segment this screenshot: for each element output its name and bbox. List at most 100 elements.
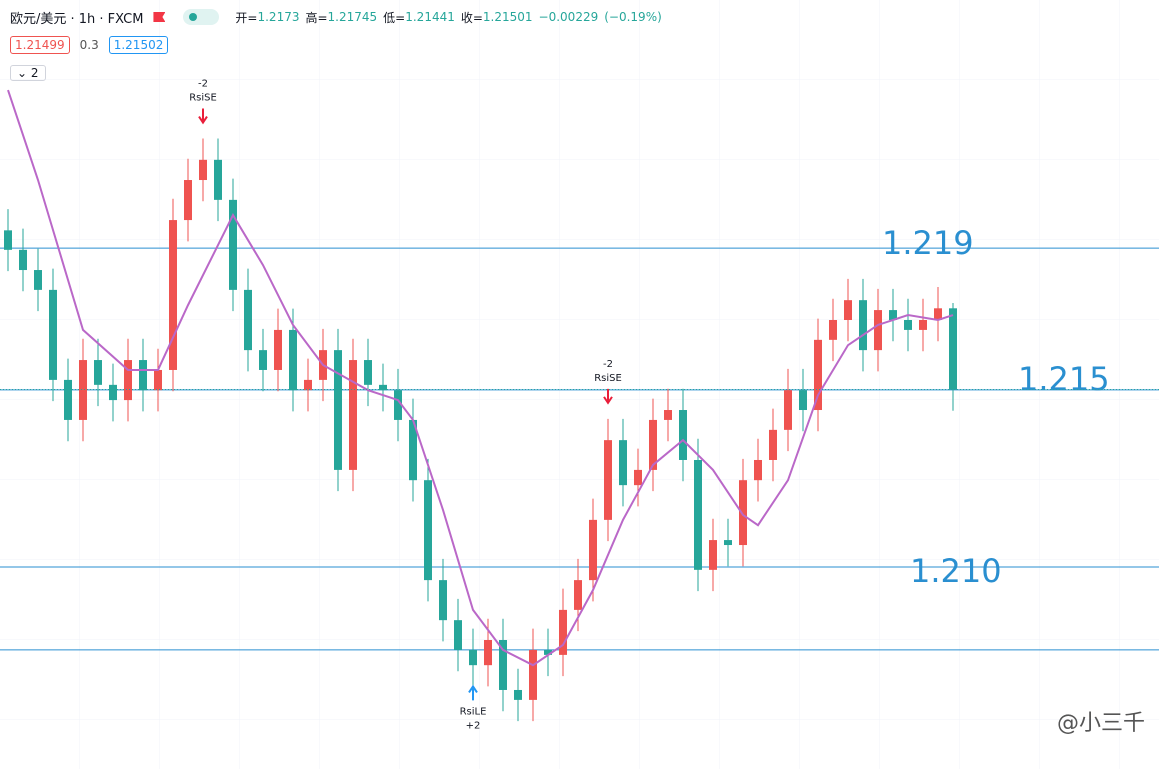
change: −0.00229 [538,10,599,24]
candle-body [109,384,117,401]
candle-body [199,159,207,181]
open-value: 1.2173 [257,10,300,24]
candle-body [304,379,312,391]
indicator-row: ⌄ 2 [10,63,668,83]
candle-body [469,649,477,666]
candle-body [154,369,162,391]
candle-body [949,308,957,390]
moving-average [7,89,954,667]
candle-body [259,350,267,370]
candle-body [484,640,492,666]
bid[interactable]: 1.21499 [10,36,70,54]
signal-qty: +2 [466,720,481,731]
candle-body [604,440,612,520]
candle-body [904,320,912,330]
change-pct: (−0.19%) [604,10,662,24]
symbol[interactable]: 欧元/美元 · 1h · FXCM [10,11,144,27]
candle-body [499,640,507,690]
signal-arrow [468,684,478,701]
candle-body [364,360,372,385]
candle-body [919,320,927,330]
candle-body [64,379,72,420]
candle-body [334,350,342,470]
candle-body [49,289,57,380]
signal-arrow [603,388,613,405]
ohlc-row: 欧元/美元 · 1h · FXCM 开= 1.2173 高= 1.21745 低= 1… [10,7,668,27]
signal-name: RsiSE [594,373,622,384]
candle-body [829,320,837,340]
low-label: 低= [383,10,406,25]
open-label: 开= [235,10,258,25]
candle-body [769,429,777,460]
indicator-count: 2 [30,66,39,80]
candle-body [409,419,417,481]
candle-body [229,199,237,290]
candle-body [34,270,42,290]
candle-body [4,230,12,250]
candle-body [874,310,882,351]
candle-body [544,649,552,655]
spread: 0.3 [79,38,99,52]
candle-body [679,410,687,460]
signal-name: RsiSE [189,93,217,104]
candle-body [844,300,852,321]
candle-body [574,580,582,610]
candle-body [814,339,822,411]
candle-body [589,519,597,581]
candle-body [934,308,942,321]
close-value: 1.21501 [482,10,533,24]
ask[interactable]: 1.21502 [108,36,169,54]
candle-body [244,289,252,351]
candle-body [859,300,867,351]
candle-body [739,480,747,546]
candle-body [289,329,297,391]
candle-body [439,580,447,621]
candle-body [754,459,762,481]
candle-body [79,360,87,420]
candle-body [424,480,432,581]
candle-body [724,540,732,546]
candle-body [634,469,642,486]
candle-body [664,410,672,420]
toggle-icon[interactable] [183,9,220,25]
level-label: 1.210 [910,552,1002,590]
signal-qty: -2 [198,79,208,90]
candle-body [349,360,357,470]
level-label: 1.219 [882,224,974,262]
watermark: @小三千 [1056,711,1145,736]
candle-body [529,649,537,700]
candle-body [694,459,702,570]
candle-body [454,620,462,650]
candle-body [394,390,402,420]
candle-body [784,390,792,430]
candle-body [709,540,717,570]
flag-icon[interactable] [153,12,166,22]
candle-body [124,360,132,401]
signal-qty: -2 [603,359,613,370]
candle-body [559,609,567,655]
legend-header: 欧元/美元 · 1h · FXCM 开= 1.2173 高= 1.21745 低= 1… [10,7,668,91]
signal-name: RsiLE [460,706,487,717]
close-label: 收= [460,10,483,25]
candle-body [649,419,657,470]
candle-body [889,310,897,321]
candle-body [619,440,627,486]
low-value: 1.21441 [405,10,455,24]
high-value: 1.21745 [327,10,378,24]
candle-body [94,360,102,385]
candle-body [169,220,177,370]
signal-arrow [198,108,208,125]
candle-body [379,384,387,391]
quote-row: 1.21499 0.3 1.21502 [10,35,668,55]
high-label: 高= [305,10,328,25]
candle-body [139,360,147,391]
candle-body [184,180,192,221]
level-label: 1.215 [1018,360,1110,398]
candle-body [214,159,222,200]
indicator-toggle[interactable]: ⌄ 2 [10,65,46,81]
candle-body [19,249,27,271]
candle-body [799,390,807,411]
